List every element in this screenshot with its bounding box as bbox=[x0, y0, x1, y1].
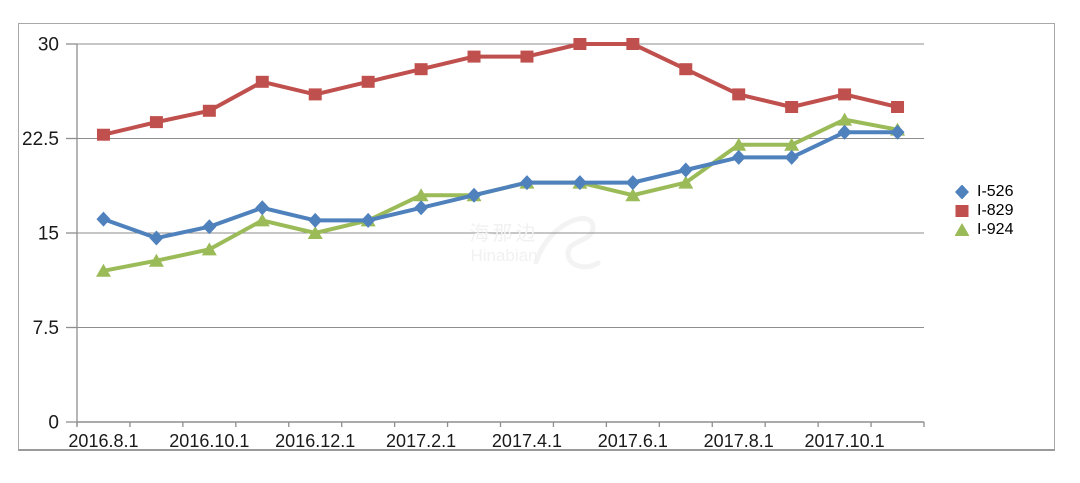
series-marker-I-829 bbox=[520, 50, 534, 63]
series-marker-I-829 bbox=[149, 116, 163, 129]
legend-label-i924: I-924 bbox=[977, 220, 1014, 238]
series-marker-I-526 bbox=[202, 219, 217, 235]
series-marker-I-526 bbox=[784, 149, 799, 165]
series-marker-I-924 bbox=[625, 188, 641, 202]
x-axis-label: 2016.10.1 bbox=[169, 431, 249, 449]
series-marker-I-829 bbox=[308, 88, 322, 101]
series-marker-I-829 bbox=[626, 38, 640, 50]
series-marker-I-924 bbox=[837, 112, 853, 126]
series-marker-I-924 bbox=[254, 213, 270, 227]
triangle-marker-icon bbox=[955, 222, 969, 236]
series-marker-I-829 bbox=[785, 101, 799, 113]
series-marker-I-526 bbox=[255, 200, 270, 216]
series-marker-I-829 bbox=[679, 63, 693, 76]
series-marker-I-924 bbox=[678, 175, 694, 189]
y-axis-label: 15 bbox=[38, 224, 59, 245]
series-marker-I-526 bbox=[308, 212, 323, 228]
series-marker-I-526 bbox=[414, 200, 429, 216]
legend-item-i829: I-829 bbox=[955, 201, 1013, 220]
series-marker-I-526 bbox=[837, 124, 852, 140]
chart-frame: 0 7.5 15 22.5 30 2016.8.1 2016.10.1 2016.12.1 20… bbox=[18, 23, 1055, 451]
series-marker-I-526 bbox=[467, 187, 482, 203]
y-axis-label: 22.5 bbox=[22, 129, 59, 150]
legend-item-i924: I-924 bbox=[955, 220, 1013, 239]
series-marker-I-526 bbox=[678, 162, 693, 178]
series-marker-I-526 bbox=[361, 212, 376, 228]
series-marker-I-829 bbox=[202, 104, 216, 117]
series-line-I-829 bbox=[101, 42, 900, 137]
x-axis-label: 2017.6.1 bbox=[598, 431, 668, 449]
series-marker-I-526 bbox=[890, 124, 905, 140]
series-marker-I-829 bbox=[361, 75, 375, 88]
series-marker-I-526 bbox=[96, 211, 111, 227]
series-marker-I-829 bbox=[96, 128, 110, 141]
diamond-marker-icon bbox=[955, 184, 969, 199]
series-marker-I-526 bbox=[149, 230, 164, 246]
legend-item-i526: I-526 bbox=[955, 182, 1013, 201]
series-marker-I-829 bbox=[573, 38, 587, 50]
series-marker-I-526 bbox=[625, 175, 640, 191]
y-axis-label: 0 bbox=[48, 413, 59, 434]
series-marker-I-526 bbox=[519, 175, 534, 191]
series-marker-I-526 bbox=[572, 175, 587, 191]
series-marker-I-829 bbox=[838, 88, 852, 101]
series-line-I-526 bbox=[101, 130, 900, 241]
series-marker-I-924 bbox=[307, 226, 323, 239]
x-axis-label: 2016.12.1 bbox=[275, 431, 355, 449]
series-line-I-924 bbox=[101, 117, 900, 273]
y-axis-label: 7.5 bbox=[33, 318, 59, 339]
square-marker-icon bbox=[955, 204, 969, 217]
series-marker-I-829 bbox=[732, 88, 746, 101]
x-axis-label: 2017.4.1 bbox=[492, 431, 562, 449]
series-marker-I-924 bbox=[413, 188, 429, 202]
watermark-swirl-icon bbox=[533, 216, 601, 270]
legend-label-i526: I-526 bbox=[977, 182, 1014, 200]
series-marker-I-829 bbox=[255, 75, 269, 88]
series-marker-I-924 bbox=[731, 137, 747, 151]
series-marker-I-924 bbox=[201, 242, 217, 256]
y-axis-label: 30 bbox=[38, 35, 59, 56]
series-marker-I-829 bbox=[414, 63, 428, 76]
legend: I-526 I-829 I-924 bbox=[955, 182, 1013, 239]
series-marker-I-526 bbox=[731, 149, 746, 165]
x-axis-label: 2017.2.1 bbox=[386, 431, 456, 449]
series-marker-I-829 bbox=[891, 101, 905, 113]
series-marker-I-924 bbox=[148, 253, 164, 267]
series-marker-I-924 bbox=[95, 263, 111, 277]
line-chart: 0 7.5 15 22.5 30 2016.8.1 2016.10.1 2016.12.1 20… bbox=[22, 35, 925, 449]
x-axis-label: 2016.8.1 bbox=[68, 431, 138, 449]
x-axis-label: 2017.8.1 bbox=[704, 431, 774, 449]
x-axis-label: 2017.10.1 bbox=[805, 431, 885, 449]
series-marker-I-924 bbox=[784, 137, 800, 151]
legend-label-i829: I-829 bbox=[977, 201, 1014, 219]
series-marker-I-829 bbox=[467, 50, 481, 63]
